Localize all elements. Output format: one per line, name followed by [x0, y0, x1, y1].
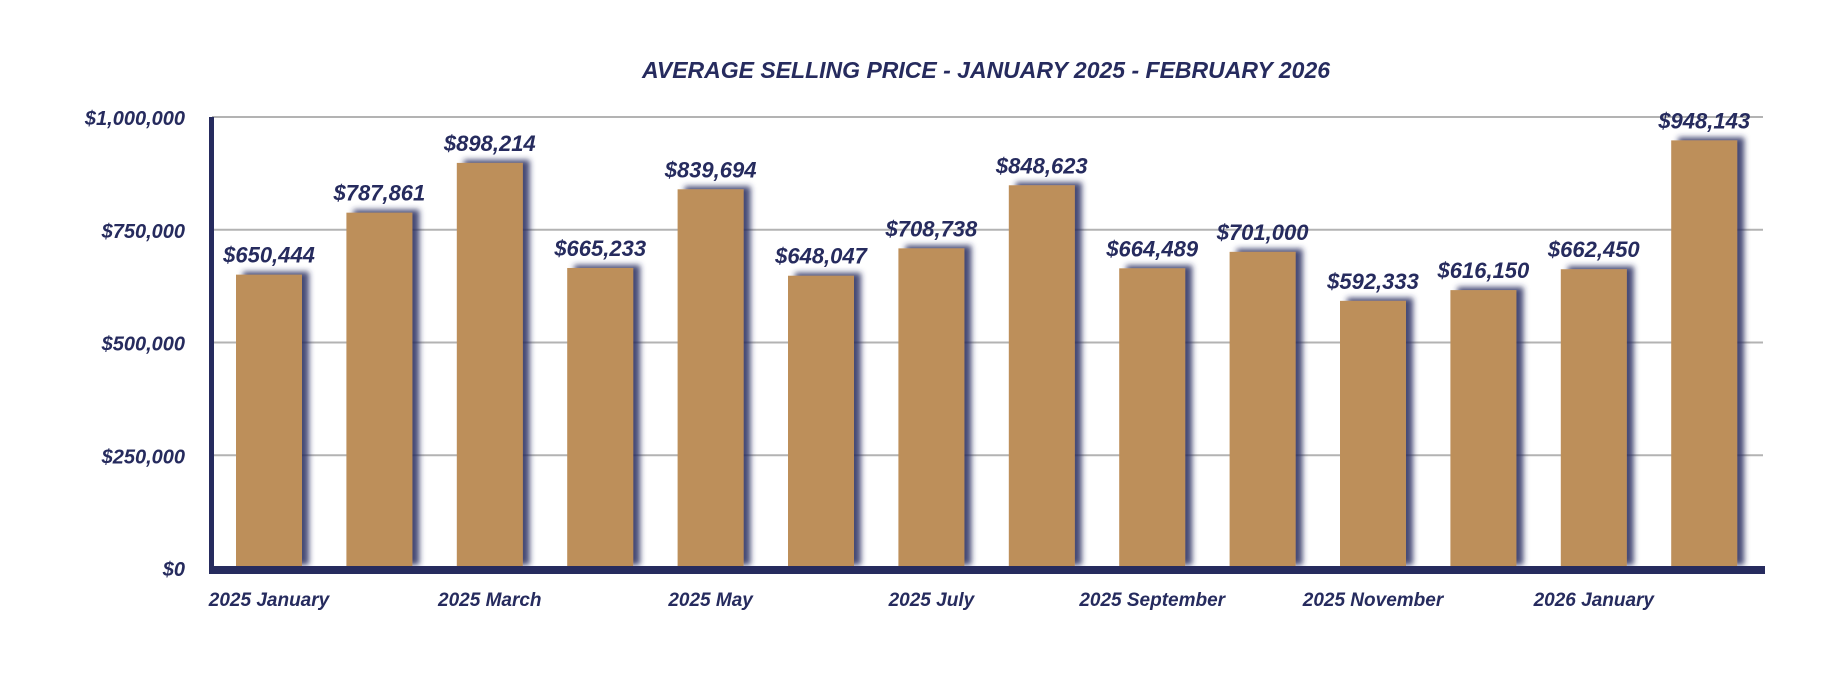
- y-axis-labels: $0 $250,000 $500,000 $750,000 $1,000,000: [84, 108, 185, 581]
- bar: [567, 267, 634, 568]
- y-axis-line: [209, 117, 214, 572]
- x-axis-labels: 2025 January 2025 March 2025 May 2025 July 2…: [208, 590, 1656, 611]
- bar: [898, 248, 965, 568]
- bar: [1229, 251, 1296, 568]
- x-axis-line: [209, 566, 1765, 574]
- y-tick-label: $250,000: [101, 446, 185, 468]
- x-tick-label: 2025 January: [208, 590, 331, 611]
- bar: [677, 189, 744, 568]
- data-label: $848,623: [995, 153, 1088, 178]
- x-tick-label: 2025 March: [437, 590, 542, 611]
- gridlines: [212, 116, 1763, 457]
- x-tick-label: 2026 January: [1533, 590, 1656, 611]
- x-tick-label: 2025 May: [667, 590, 754, 611]
- bar: [1560, 269, 1627, 568]
- bar: [1340, 300, 1406, 568]
- bar: [1671, 140, 1738, 568]
- data-label: $898,214: [443, 131, 536, 156]
- data-label: $665,233: [553, 236, 646, 261]
- data-label: $662,450: [1547, 237, 1641, 262]
- bar: [456, 162, 523, 568]
- data-label: $948,143: [1657, 108, 1750, 133]
- y-tick-label: $500,000: [101, 334, 185, 356]
- bar: [1008, 185, 1075, 568]
- chart-title: AVERAGE SELLING PRICE - JANUARY 2025 - F…: [641, 57, 1330, 83]
- bar: [236, 274, 302, 568]
- data-label: $616,150: [1437, 258, 1531, 283]
- data-label: $592,333: [1326, 269, 1419, 294]
- bars: [236, 140, 1738, 568]
- data-label: $708,738: [885, 216, 979, 241]
- data-label: $787,861: [333, 181, 426, 206]
- bar: [346, 212, 413, 568]
- data-labels: $650,444 $787,861 $898,214 $665,233 $839,694…: [222, 108, 1750, 293]
- data-label: $701,000: [1216, 220, 1310, 245]
- x-tick-label: 2025 July: [888, 590, 976, 611]
- x-tick-label: 2025 September: [1078, 590, 1226, 611]
- bar: [1119, 268, 1186, 568]
- y-tick-label: $1,000,000: [84, 108, 185, 130]
- bar: [788, 275, 854, 568]
- data-label: $648,047: [774, 244, 869, 269]
- bar: [1450, 290, 1517, 568]
- x-tick-label: 2025 November: [1302, 590, 1445, 611]
- data-label: $650,444: [222, 243, 315, 268]
- y-tick-label: $0: [162, 559, 185, 581]
- data-label: $839,694: [664, 157, 757, 182]
- y-tick-label: $750,000: [101, 221, 185, 243]
- data-label: $664,489: [1105, 236, 1199, 261]
